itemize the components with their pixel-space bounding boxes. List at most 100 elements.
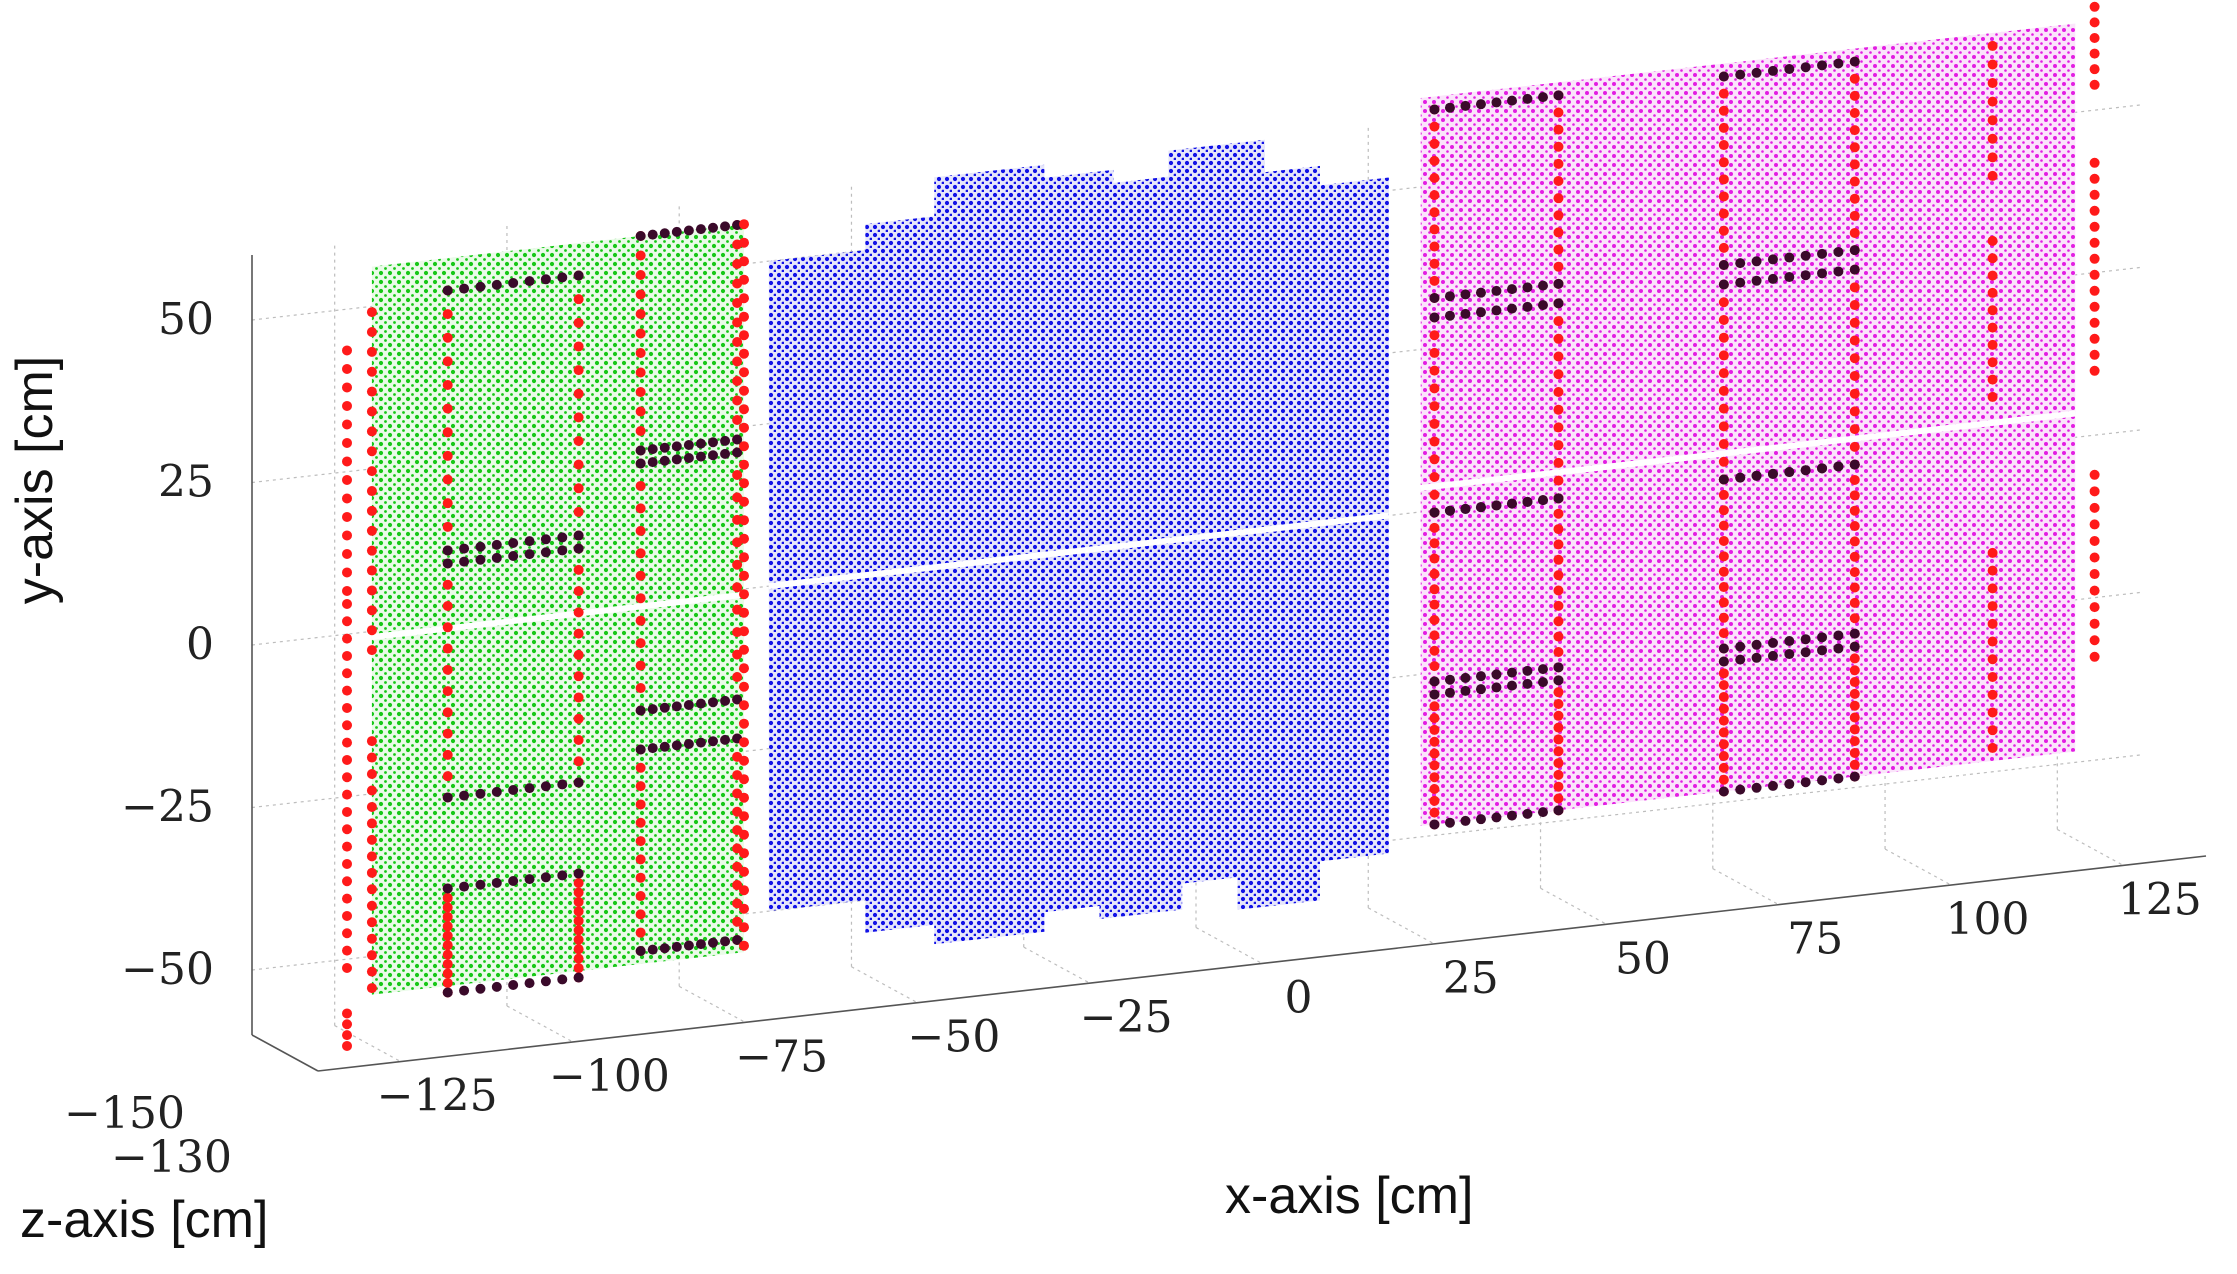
- red-edge-marker: [1718, 385, 1729, 396]
- dark-window-marker: [540, 547, 551, 558]
- red-edge-marker: [366, 884, 377, 895]
- y-tick-label: 50: [158, 294, 214, 345]
- dark-window-marker: [1718, 643, 1729, 654]
- dark-window-marker: [1522, 808, 1533, 819]
- red-edge-marker: [442, 309, 453, 320]
- red-edge-marker: [1553, 333, 1564, 344]
- red-edge-marker: [342, 616, 353, 627]
- red-edge-marker: [739, 311, 750, 322]
- red-edge-marker: [342, 1008, 353, 1019]
- red-edge-marker: [573, 735, 584, 746]
- dark-window-marker: [1849, 56, 1860, 67]
- grid-floor-line: [678, 985, 746, 1023]
- dark-window-marker: [1522, 93, 1533, 104]
- dark-window-marker: [1751, 275, 1762, 286]
- dark-window-marker: [1460, 289, 1471, 300]
- red-edge-marker: [1553, 631, 1564, 642]
- red-edge-marker: [573, 341, 584, 352]
- dark-window-marker: [1537, 664, 1548, 675]
- red-edge-marker: [1553, 440, 1564, 451]
- red-edge-marker: [732, 559, 743, 570]
- dark-window-marker: [671, 941, 682, 952]
- dark-window-marker: [1553, 278, 1564, 289]
- red-edge-marker: [342, 668, 353, 679]
- dark-window-marker: [508, 980, 519, 991]
- red-edge-marker: [1553, 244, 1564, 255]
- dark-window-marker: [1849, 459, 1860, 470]
- red-edge-marker: [442, 498, 453, 509]
- red-edge-marker: [366, 867, 377, 878]
- dark-window-marker: [635, 744, 646, 755]
- red-edge-marker: [1849, 613, 1860, 624]
- red-edge-marker: [1429, 275, 1440, 286]
- plane-gap: [768, 512, 1390, 590]
- red-edge-marker: [1849, 536, 1860, 547]
- red-edge-marker: [1429, 538, 1440, 549]
- red-edge-marker: [1987, 170, 1998, 181]
- blue-detector-strip: [1016, 169, 1114, 916]
- red-edge-marker: [1718, 88, 1729, 99]
- dark-window-marker: [1849, 771, 1860, 782]
- dark-window-marker: [475, 281, 486, 292]
- red-edge-marker: [342, 382, 353, 393]
- red-edge-marker: [1849, 353, 1860, 364]
- red-edge-marker: [739, 737, 750, 748]
- dark-window-marker: [1475, 287, 1486, 298]
- dark-window-marker: [1506, 284, 1517, 295]
- red-edge-marker: [442, 959, 453, 970]
- dark-window-marker: [1817, 463, 1828, 474]
- red-edge-marker: [442, 380, 453, 391]
- red-edge-marker: [573, 483, 584, 494]
- red-edge-marker: [1718, 489, 1729, 500]
- dark-window-marker: [635, 705, 646, 716]
- red-edge-marker: [1849, 712, 1860, 723]
- x-tick-label: −125: [377, 1071, 498, 1122]
- dark-window-marker: [1444, 310, 1455, 321]
- red-edge-marker: [635, 854, 646, 865]
- dark-window-marker: [708, 222, 718, 233]
- dark-window-marker: [442, 883, 453, 894]
- red-edge-marker: [635, 660, 646, 671]
- red-edge-marker: [2089, 486, 2100, 497]
- red-edge-marker: [442, 749, 453, 760]
- plane-gap: [1420, 410, 2076, 492]
- red-edge-marker: [732, 376, 743, 387]
- dark-window-marker: [1537, 495, 1548, 506]
- red-edge-marker: [573, 564, 584, 575]
- red-edge-marker: [1429, 584, 1440, 595]
- red-edge-marker: [732, 356, 743, 367]
- red-edge-marker: [442, 474, 453, 485]
- red-edge-marker: [732, 317, 743, 328]
- red-edge-marker: [342, 474, 353, 485]
- red-edge-marker: [1849, 677, 1860, 688]
- dark-window-marker: [1784, 649, 1795, 660]
- red-edge-marker: [739, 219, 750, 230]
- dark-window-marker: [1429, 819, 1440, 830]
- red-edge-marker: [1429, 736, 1440, 747]
- y-tick-label: 0: [186, 619, 214, 670]
- dark-window-marker: [1767, 637, 1778, 648]
- dark-window-marker: [540, 534, 551, 545]
- red-edge-marker: [573, 925, 584, 936]
- magenta-detector-plane: [1420, 23, 2076, 826]
- grid-floor-line: [506, 1005, 574, 1043]
- dark-window-marker: [1429, 676, 1440, 687]
- red-edge-marker: [366, 307, 377, 318]
- red-edge-marker: [573, 953, 584, 964]
- dark-window-marker: [1833, 461, 1844, 472]
- dark-window-marker: [1460, 100, 1471, 111]
- red-edge-marker: [1987, 305, 1998, 316]
- z-axis-line: [251, 1034, 319, 1072]
- dark-window-marker: [635, 230, 646, 241]
- red-edge-marker: [739, 663, 750, 674]
- red-edge-marker: [1718, 566, 1729, 577]
- dark-window-marker: [1522, 496, 1533, 507]
- red-edge-marker: [342, 893, 353, 904]
- red-edge-marker: [2089, 651, 2100, 662]
- red-edge-marker: [1553, 124, 1564, 135]
- red-edge-marker: [732, 469, 743, 480]
- red-edge-marker: [635, 269, 646, 280]
- green-detector-plane: [371, 224, 744, 995]
- dark-window-marker: [459, 283, 470, 294]
- dark-window-marker: [671, 740, 682, 751]
